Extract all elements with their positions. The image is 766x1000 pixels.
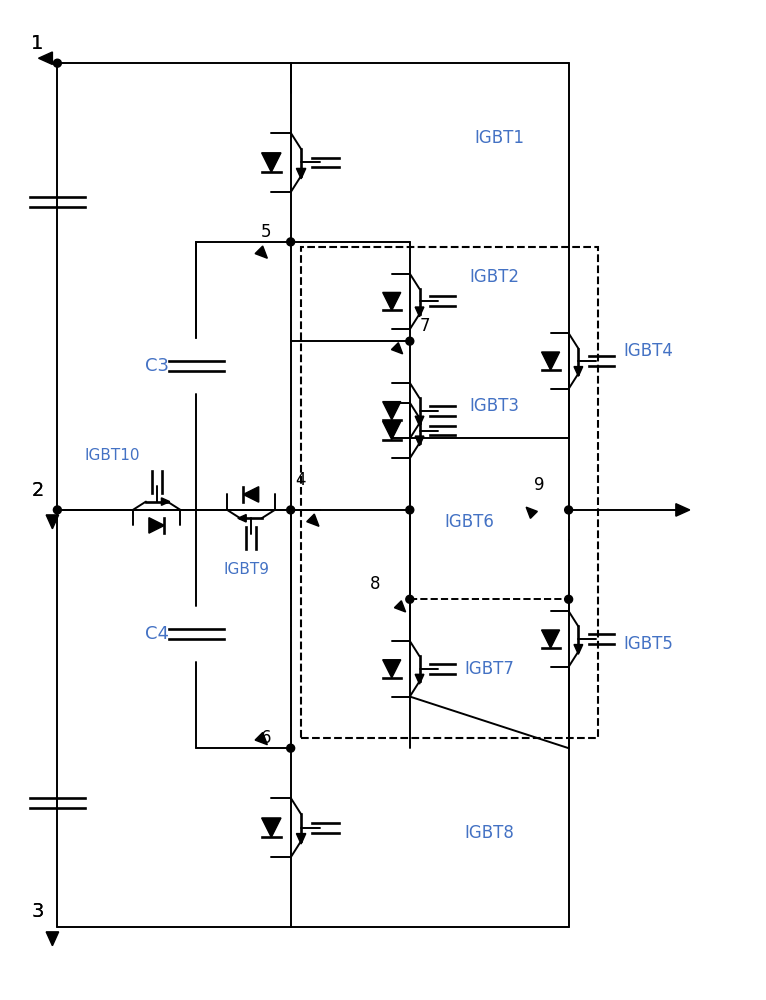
Polygon shape bbox=[383, 292, 401, 310]
Text: C4: C4 bbox=[145, 625, 169, 643]
Polygon shape bbox=[383, 421, 401, 440]
Text: IGBT9: IGBT9 bbox=[223, 562, 269, 577]
Polygon shape bbox=[676, 504, 689, 516]
Text: 6: 6 bbox=[260, 729, 271, 747]
Text: 9: 9 bbox=[534, 476, 544, 494]
Circle shape bbox=[286, 506, 295, 514]
Text: IGBT1: IGBT1 bbox=[474, 129, 525, 147]
Circle shape bbox=[406, 595, 414, 603]
Polygon shape bbox=[394, 601, 406, 612]
Text: IGBT6: IGBT6 bbox=[444, 513, 494, 531]
Text: 4: 4 bbox=[296, 471, 306, 489]
Polygon shape bbox=[244, 487, 259, 502]
Polygon shape bbox=[238, 515, 246, 522]
Circle shape bbox=[286, 238, 295, 246]
Text: IGBT7: IGBT7 bbox=[464, 660, 514, 678]
Polygon shape bbox=[38, 52, 52, 64]
Polygon shape bbox=[162, 498, 170, 505]
Text: 3: 3 bbox=[31, 902, 44, 921]
Polygon shape bbox=[149, 518, 165, 533]
Text: C3: C3 bbox=[145, 357, 169, 375]
Text: 1: 1 bbox=[31, 34, 44, 53]
Polygon shape bbox=[262, 153, 281, 172]
Polygon shape bbox=[255, 246, 267, 258]
Polygon shape bbox=[383, 402, 401, 420]
Circle shape bbox=[54, 506, 61, 514]
Text: IGBT2: IGBT2 bbox=[470, 268, 519, 286]
Polygon shape bbox=[526, 507, 538, 518]
Polygon shape bbox=[46, 932, 59, 946]
Bar bbox=[300, 247, 598, 738]
Text: 8: 8 bbox=[369, 575, 380, 593]
Text: 1: 1 bbox=[31, 34, 44, 53]
Polygon shape bbox=[46, 515, 59, 529]
Polygon shape bbox=[574, 367, 583, 376]
Text: IGBT5: IGBT5 bbox=[624, 635, 673, 653]
Polygon shape bbox=[542, 352, 560, 370]
Polygon shape bbox=[415, 307, 424, 317]
Polygon shape bbox=[262, 818, 281, 837]
Text: 2: 2 bbox=[31, 481, 44, 500]
Polygon shape bbox=[391, 343, 403, 354]
Text: 3: 3 bbox=[31, 902, 44, 921]
Text: 2: 2 bbox=[31, 481, 44, 500]
Text: IGBT3: IGBT3 bbox=[470, 397, 519, 415]
Polygon shape bbox=[296, 834, 306, 844]
Polygon shape bbox=[415, 436, 424, 446]
Text: IGBT10: IGBT10 bbox=[84, 448, 139, 463]
Polygon shape bbox=[255, 732, 267, 745]
Polygon shape bbox=[306, 514, 319, 526]
Text: IGBT8: IGBT8 bbox=[464, 824, 514, 842]
Circle shape bbox=[286, 744, 295, 752]
Circle shape bbox=[565, 506, 573, 514]
Circle shape bbox=[54, 59, 61, 67]
Polygon shape bbox=[383, 660, 401, 678]
Circle shape bbox=[565, 595, 573, 603]
Text: 7: 7 bbox=[420, 317, 430, 335]
Circle shape bbox=[406, 506, 414, 514]
Polygon shape bbox=[415, 416, 424, 426]
Polygon shape bbox=[296, 168, 306, 179]
Polygon shape bbox=[542, 630, 560, 648]
Text: 5: 5 bbox=[260, 223, 271, 241]
Text: IGBT4: IGBT4 bbox=[624, 342, 673, 360]
Circle shape bbox=[406, 337, 414, 345]
Polygon shape bbox=[574, 645, 583, 654]
Polygon shape bbox=[415, 674, 424, 684]
